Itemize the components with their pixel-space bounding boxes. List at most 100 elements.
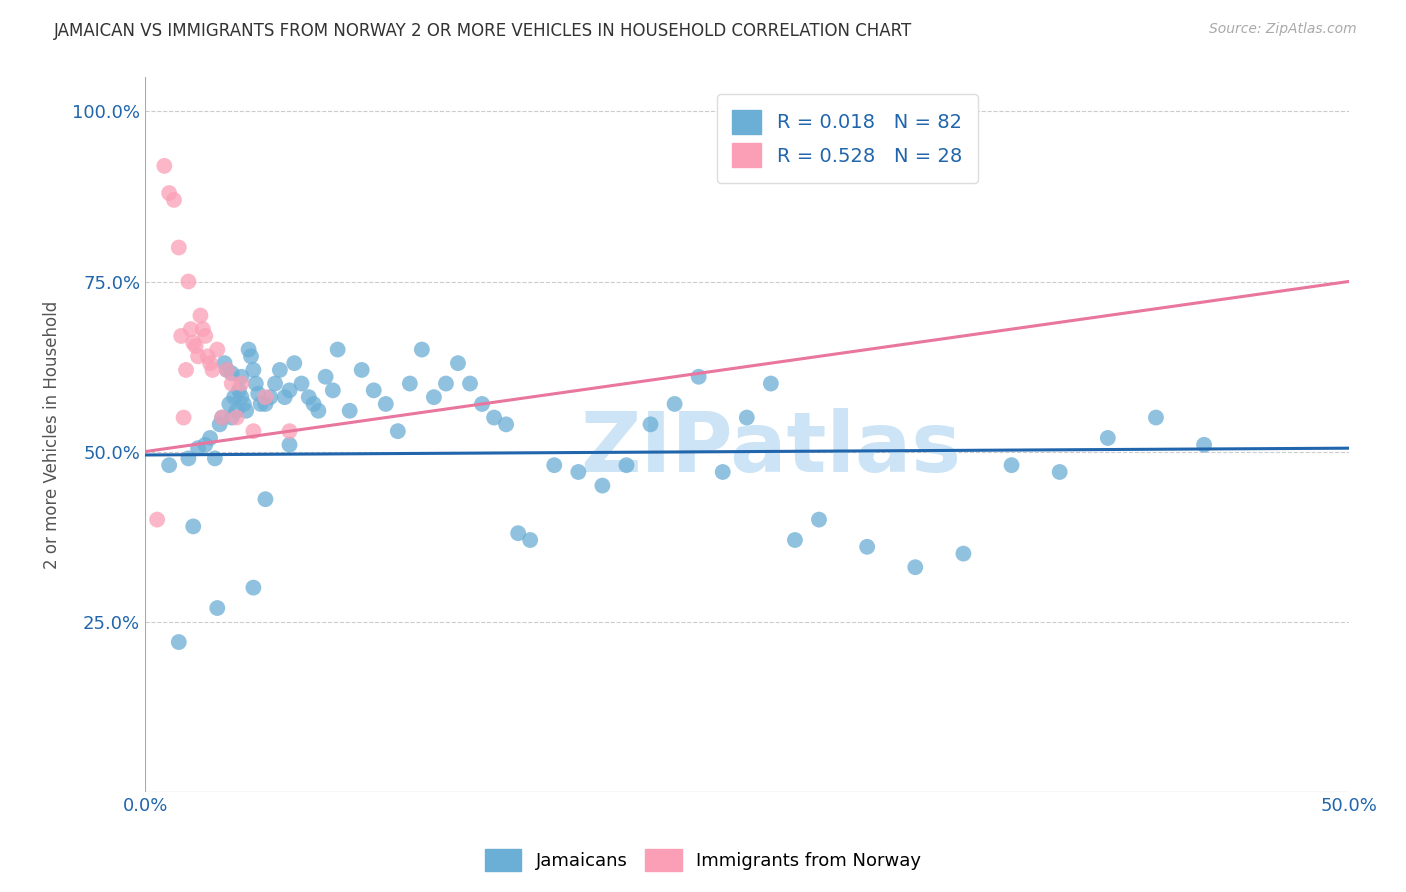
- Point: [221, 367, 243, 381]
- Point: [167, 240, 190, 254]
- Point: [278, 438, 301, 452]
- Point: [387, 424, 409, 438]
- Point: [339, 403, 361, 417]
- Point: [904, 560, 927, 574]
- Point: [191, 322, 214, 336]
- Point: [856, 540, 879, 554]
- Point: [235, 403, 257, 417]
- Point: [735, 410, 758, 425]
- Point: [173, 410, 195, 425]
- Point: [759, 376, 782, 391]
- Point: [197, 349, 219, 363]
- Point: [711, 465, 734, 479]
- Point: [207, 601, 229, 615]
- Point: [269, 363, 291, 377]
- Point: [508, 526, 530, 541]
- Point: [458, 376, 481, 391]
- Point: [298, 390, 321, 404]
- Point: [215, 363, 238, 377]
- Point: [783, 533, 806, 547]
- Point: [1000, 458, 1022, 473]
- Point: [471, 397, 494, 411]
- Point: [254, 390, 277, 404]
- Point: [238, 343, 260, 357]
- Point: [225, 403, 247, 417]
- Point: [245, 376, 267, 391]
- Point: [242, 363, 264, 377]
- Point: [181, 519, 204, 533]
- Point: [322, 384, 344, 398]
- Point: [167, 635, 190, 649]
- Text: ZIPatlas: ZIPatlas: [581, 409, 962, 490]
- Point: [231, 369, 253, 384]
- Point: [1049, 465, 1071, 479]
- Point: [177, 451, 200, 466]
- Point: [184, 339, 207, 353]
- Point: [198, 431, 221, 445]
- Point: [254, 492, 277, 507]
- Point: [157, 186, 180, 200]
- Point: [228, 384, 250, 398]
- Point: [326, 343, 349, 357]
- Point: [187, 349, 209, 363]
- Point: [214, 356, 236, 370]
- Point: [278, 424, 301, 438]
- Point: [157, 458, 180, 473]
- Point: [221, 410, 243, 425]
- Point: [1192, 438, 1215, 452]
- Point: [204, 451, 226, 466]
- Text: Source: ZipAtlas.com: Source: ZipAtlas.com: [1209, 22, 1357, 37]
- Point: [225, 410, 247, 425]
- Point: [240, 349, 263, 363]
- Point: [224, 390, 246, 404]
- Point: [146, 513, 169, 527]
- Point: [153, 159, 176, 173]
- Point: [543, 458, 565, 473]
- Point: [1144, 410, 1167, 425]
- Point: [307, 403, 329, 417]
- Point: [283, 356, 305, 370]
- Point: [616, 458, 638, 473]
- Point: [163, 193, 186, 207]
- Point: [290, 376, 312, 391]
- Point: [278, 384, 301, 398]
- Point: [218, 397, 240, 411]
- Point: [231, 376, 253, 391]
- Point: [363, 384, 385, 398]
- Point: [350, 363, 373, 377]
- Point: [170, 329, 193, 343]
- Point: [1097, 431, 1119, 445]
- Point: [259, 390, 281, 404]
- Point: [247, 386, 270, 401]
- Point: [640, 417, 662, 432]
- Point: [482, 410, 505, 425]
- Point: [211, 410, 233, 425]
- Point: [423, 390, 446, 404]
- Point: [249, 397, 271, 411]
- Point: [664, 397, 686, 411]
- Point: [190, 309, 212, 323]
- Point: [447, 356, 470, 370]
- Point: [302, 397, 325, 411]
- Point: [519, 533, 541, 547]
- Point: [198, 356, 221, 370]
- Point: [398, 376, 420, 391]
- Point: [194, 329, 217, 343]
- Point: [567, 465, 589, 479]
- Point: [264, 376, 287, 391]
- Point: [374, 397, 396, 411]
- Point: [211, 410, 233, 425]
- Point: [187, 441, 209, 455]
- Legend: R = 0.018   N = 82, R = 0.528   N = 28: R = 0.018 N = 82, R = 0.528 N = 28: [717, 95, 977, 183]
- Point: [207, 343, 229, 357]
- Point: [231, 390, 253, 404]
- Y-axis label: 2 or more Vehicles in Household: 2 or more Vehicles in Household: [44, 301, 60, 569]
- Point: [201, 363, 224, 377]
- Point: [232, 397, 254, 411]
- Point: [242, 424, 264, 438]
- Text: JAMAICAN VS IMMIGRANTS FROM NORWAY 2 OR MORE VEHICLES IN HOUSEHOLD CORRELATION C: JAMAICAN VS IMMIGRANTS FROM NORWAY 2 OR …: [53, 22, 911, 40]
- Point: [221, 376, 243, 391]
- Point: [254, 397, 277, 411]
- Point: [177, 275, 200, 289]
- Point: [215, 363, 238, 377]
